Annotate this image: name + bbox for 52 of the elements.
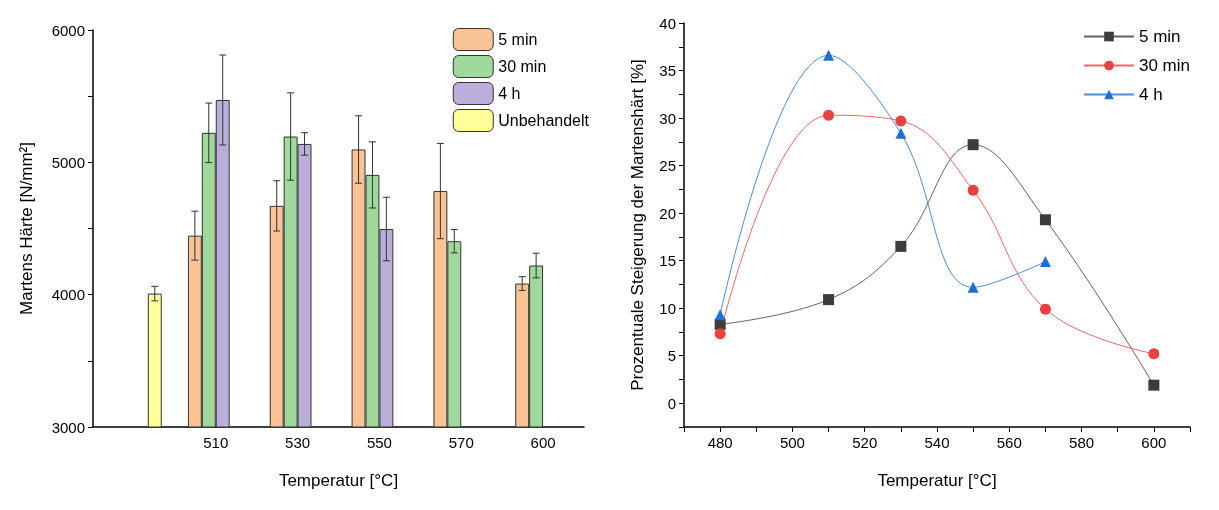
legend-label: 5 min — [498, 31, 538, 48]
x-tick-label: 560 — [996, 434, 1022, 451]
y-tick-label: 15 — [659, 252, 676, 270]
x-tick-label: 530 — [285, 434, 311, 451]
x-tick-label: 540 — [924, 434, 950, 451]
legend-label: 4 h — [1138, 85, 1163, 104]
x-tick-label: 580 — [1069, 434, 1095, 451]
y-tick-label: 10 — [659, 299, 676, 317]
point — [714, 309, 726, 321]
y-tick-label: 25 — [659, 157, 676, 175]
y-tick-label: 6000 — [51, 21, 85, 39]
y-tick-label: 4000 — [51, 286, 85, 304]
point — [895, 240, 907, 252]
y-tick-label: 40 — [659, 14, 676, 32]
legend-label: 4 h — [498, 85, 521, 102]
point — [823, 109, 835, 121]
x-tick-label: 510 — [203, 434, 229, 451]
point — [895, 127, 907, 139]
x-tick-label: 520 — [852, 434, 878, 451]
point — [1148, 379, 1160, 391]
point — [967, 139, 979, 151]
y-tick-label: 3000 — [51, 418, 85, 436]
point — [1039, 214, 1051, 226]
point — [1039, 303, 1051, 315]
point — [714, 328, 726, 340]
y-tick-label: 5 — [667, 347, 676, 365]
legend-label: Unbehandelt — [498, 112, 590, 129]
y-axis-title: Prozentuale Steigerung der Martenshärt [%] — [628, 59, 647, 391]
point — [1148, 348, 1160, 360]
legend-label: 30 min — [1138, 56, 1191, 75]
y-tick-label: 35 — [659, 62, 676, 80]
point — [823, 294, 835, 306]
point — [823, 49, 835, 61]
x-tick-label: 570 — [448, 434, 474, 451]
x-tick-label: 500 — [779, 434, 805, 451]
y-tick-label: 5000 — [51, 153, 85, 171]
x-tick-label: 550 — [366, 434, 392, 451]
point — [967, 281, 979, 293]
x-axis-title: Temperatur [°C] — [877, 471, 997, 490]
x-tick-label: 600 — [1141, 434, 1167, 451]
y-axis-title: Martens Härte [N/mm²] — [17, 142, 36, 315]
point — [967, 184, 979, 196]
point — [1039, 256, 1051, 268]
y-tick-label: 0 — [667, 394, 676, 412]
x-tick-label: 480 — [707, 434, 733, 451]
x-axis-title: Temperatur [°C] — [278, 471, 399, 490]
legend-label: 5 min — [1138, 27, 1181, 46]
point — [895, 115, 907, 127]
y-tick-label: 20 — [659, 204, 676, 222]
y-tick-label: 30 — [659, 109, 676, 127]
legend-label: 30 min — [498, 58, 547, 75]
x-tick-label: 600 — [530, 434, 556, 451]
